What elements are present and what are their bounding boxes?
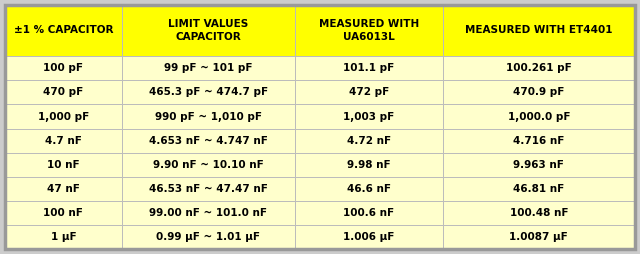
Text: 4.653 nF ~ 4.747 nF: 4.653 nF ~ 4.747 nF bbox=[148, 136, 268, 146]
Bar bbox=[443, 56, 635, 80]
Text: 99 pF ~ 101 pF: 99 pF ~ 101 pF bbox=[164, 63, 252, 73]
Text: 9.90 nF ~ 10.10 nF: 9.90 nF ~ 10.10 nF bbox=[153, 160, 264, 170]
Text: 1.006 μF: 1.006 μF bbox=[343, 232, 394, 242]
Text: 4.7 nF: 4.7 nF bbox=[45, 136, 82, 146]
Text: MEASURED WITH ET4401: MEASURED WITH ET4401 bbox=[465, 25, 612, 35]
Bar bbox=[5, 80, 122, 104]
Bar bbox=[443, 5, 635, 56]
Text: 101.1 pF: 101.1 pF bbox=[343, 63, 394, 73]
Bar bbox=[122, 104, 295, 129]
Text: 46.81 nF: 46.81 nF bbox=[513, 184, 564, 194]
Bar bbox=[295, 201, 443, 225]
Text: 100 pF: 100 pF bbox=[44, 63, 83, 73]
Bar bbox=[122, 177, 295, 201]
Text: 99.00 nF ~ 101.0 nF: 99.00 nF ~ 101.0 nF bbox=[149, 208, 268, 218]
Text: 100 nF: 100 nF bbox=[44, 208, 83, 218]
Text: 1 μF: 1 μF bbox=[51, 232, 76, 242]
Text: ±1 % CAPACITOR: ±1 % CAPACITOR bbox=[13, 25, 113, 35]
Bar bbox=[5, 225, 122, 249]
Bar bbox=[295, 5, 443, 56]
Text: 1.0087 μF: 1.0087 μF bbox=[509, 232, 568, 242]
Text: 100.6 nF: 100.6 nF bbox=[343, 208, 394, 218]
Bar bbox=[5, 129, 122, 153]
Text: 1,003 pF: 1,003 pF bbox=[343, 112, 394, 121]
Bar bbox=[295, 177, 443, 201]
Text: 9.963 nF: 9.963 nF bbox=[513, 160, 564, 170]
Text: 472 pF: 472 pF bbox=[349, 87, 389, 97]
Bar bbox=[5, 5, 122, 56]
Bar bbox=[443, 80, 635, 104]
Text: 47 nF: 47 nF bbox=[47, 184, 80, 194]
Bar bbox=[443, 177, 635, 201]
Text: 4.72 nF: 4.72 nF bbox=[347, 136, 391, 146]
Bar bbox=[5, 201, 122, 225]
Text: 470.9 pF: 470.9 pF bbox=[513, 87, 564, 97]
Bar bbox=[295, 56, 443, 80]
Bar bbox=[122, 129, 295, 153]
Bar bbox=[443, 129, 635, 153]
Text: LIMIT VALUES
CAPACITOR: LIMIT VALUES CAPACITOR bbox=[168, 19, 248, 42]
Bar bbox=[443, 201, 635, 225]
Text: 470 pF: 470 pF bbox=[44, 87, 83, 97]
Bar bbox=[122, 153, 295, 177]
Text: 1,000.0 pF: 1,000.0 pF bbox=[508, 112, 570, 121]
Bar bbox=[122, 56, 295, 80]
Bar bbox=[122, 201, 295, 225]
Bar bbox=[5, 153, 122, 177]
Bar bbox=[443, 104, 635, 129]
Bar bbox=[122, 5, 295, 56]
Text: MEASURED WITH
UA6013L: MEASURED WITH UA6013L bbox=[319, 19, 419, 42]
Bar bbox=[443, 153, 635, 177]
Text: 465.3 pF ~ 474.7 pF: 465.3 pF ~ 474.7 pF bbox=[148, 87, 268, 97]
Text: 46.6 nF: 46.6 nF bbox=[347, 184, 391, 194]
Text: 0.99 μF ~ 1.01 μF: 0.99 μF ~ 1.01 μF bbox=[156, 232, 260, 242]
Bar bbox=[5, 104, 122, 129]
Text: 1,000 pF: 1,000 pF bbox=[38, 112, 89, 121]
Bar bbox=[295, 225, 443, 249]
Text: 10 nF: 10 nF bbox=[47, 160, 80, 170]
Bar bbox=[122, 80, 295, 104]
Text: 9.98 nF: 9.98 nF bbox=[347, 160, 390, 170]
Bar bbox=[295, 153, 443, 177]
Bar bbox=[295, 129, 443, 153]
Bar bbox=[5, 177, 122, 201]
Text: 100.261 pF: 100.261 pF bbox=[506, 63, 572, 73]
Text: 46.53 nF ~ 47.47 nF: 46.53 nF ~ 47.47 nF bbox=[148, 184, 268, 194]
Text: 100.48 nF: 100.48 nF bbox=[509, 208, 568, 218]
Text: 4.716 nF: 4.716 nF bbox=[513, 136, 564, 146]
Text: 990 pF ~ 1,010 pF: 990 pF ~ 1,010 pF bbox=[155, 112, 262, 121]
Bar bbox=[443, 225, 635, 249]
Bar bbox=[5, 56, 122, 80]
Bar bbox=[295, 80, 443, 104]
Bar bbox=[295, 104, 443, 129]
Bar bbox=[122, 225, 295, 249]
